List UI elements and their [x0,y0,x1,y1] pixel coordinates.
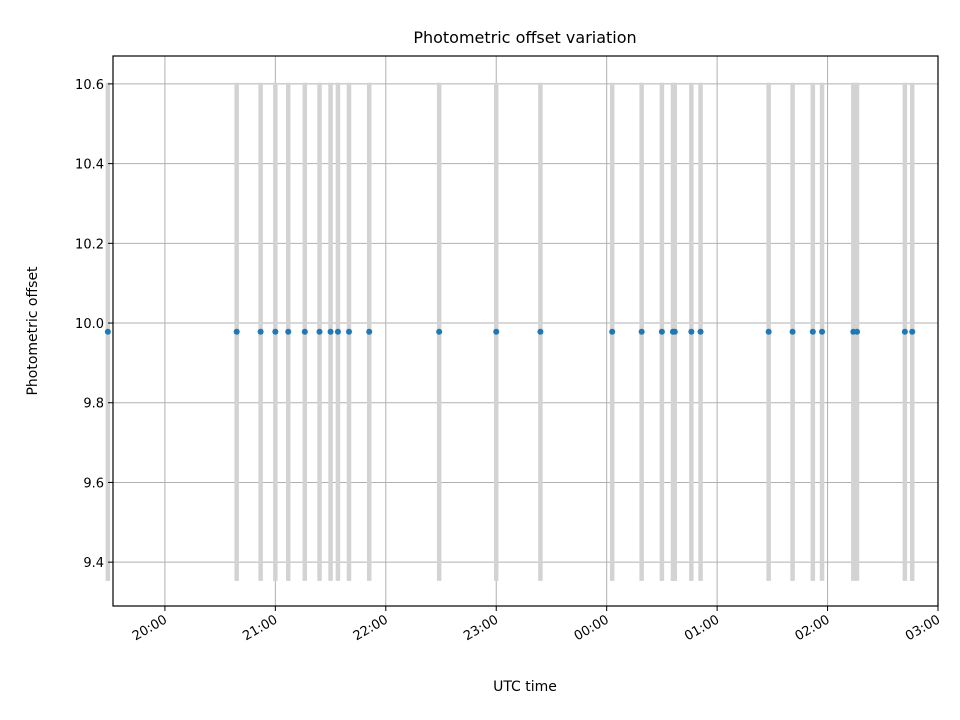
y-axis-label: Photometric offset [25,266,41,396]
data-point [272,328,279,335]
data-point [697,328,704,335]
y-tick-label: 10.2 [75,237,104,252]
data-point [809,328,816,335]
data-point [345,328,352,335]
data-point [609,328,616,335]
data-point [436,328,443,335]
data-point [909,328,916,335]
x-axis-label: UTC time [493,679,557,695]
y-tick-label: 9.6 [83,476,104,491]
data-point [327,328,334,335]
y-tick-label: 9.8 [83,397,104,412]
data-point [819,328,826,335]
data-points [104,328,916,335]
data-point [638,328,645,335]
data-point [366,328,373,335]
y-tick-label: 10.4 [75,158,104,173]
data-point [104,328,111,335]
data-point [901,328,908,335]
chart-title: Photometric offset variation [413,28,636,47]
data-point [316,328,323,335]
data-point [765,328,772,335]
data-point [789,328,796,335]
data-point [233,328,240,335]
data-point [334,328,341,335]
data-point [493,328,500,335]
data-point [658,328,665,335]
y-tick-label: 10.6 [75,78,104,93]
data-point [301,328,308,335]
plot-frame [112,55,939,607]
y-tick-label: 10.0 [75,317,104,332]
data-point [671,328,678,335]
y-tick-label: 9.4 [83,556,104,571]
data-point [537,328,544,335]
data-point [854,328,861,335]
y-axis-ticks: 9.4 9.6 9.8 10.0 10.2 10.4 10.6 [75,78,113,571]
data-point [688,328,695,335]
data-point [257,328,264,335]
data-point [285,328,292,335]
